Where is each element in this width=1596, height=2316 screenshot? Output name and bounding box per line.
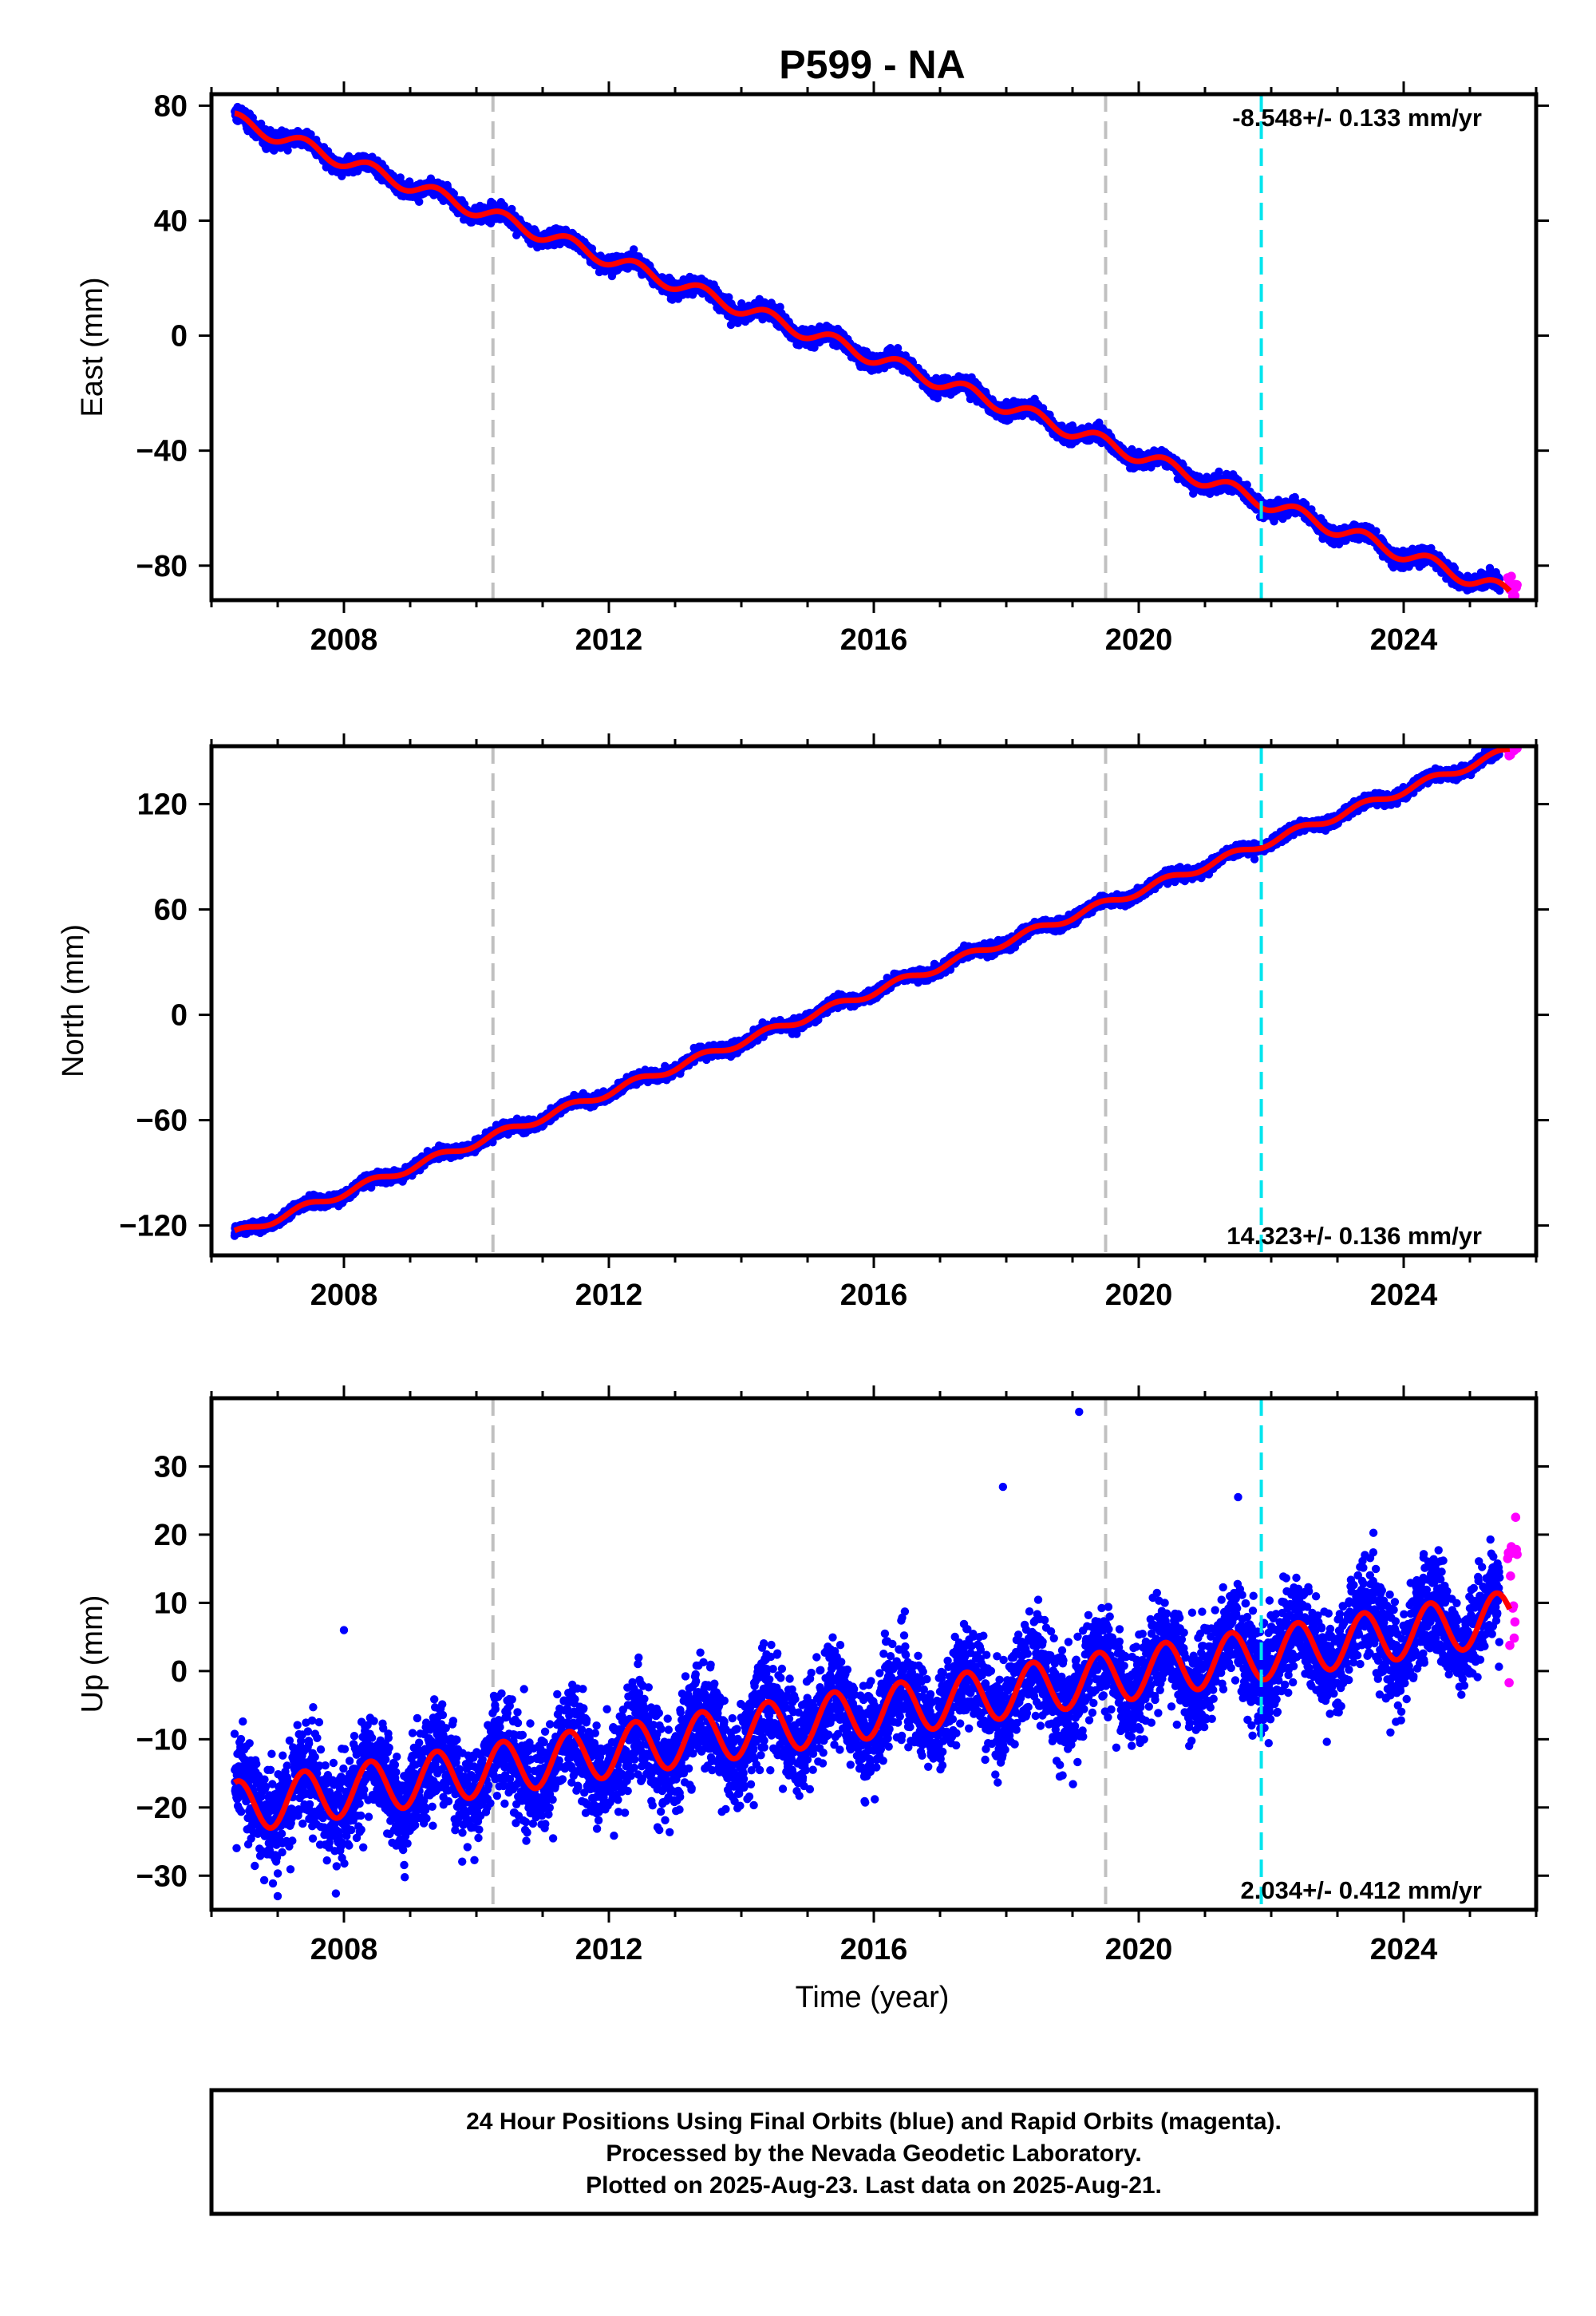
east-plot-area	[231, 94, 1522, 600]
east-final-point	[396, 173, 405, 182]
east-final-point	[415, 197, 424, 206]
figure-title: P599 - NA	[779, 42, 965, 87]
east-final-point	[283, 146, 292, 155]
